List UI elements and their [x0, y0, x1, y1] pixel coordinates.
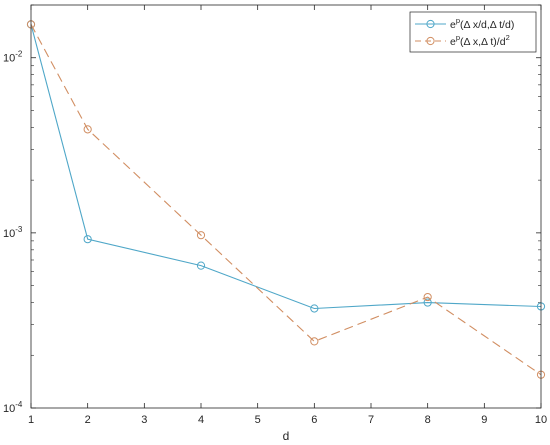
- series-2-point: [196, 231, 206, 240]
- x-tick-label: 4: [198, 414, 204, 426]
- plot-area: [31, 5, 541, 408]
- series-2-point: [423, 292, 432, 302]
- legend-marker-1: [426, 19, 435, 29]
- x-tick-label: 7: [368, 414, 374, 426]
- x-tick-label: 1: [28, 414, 34, 426]
- x-axis-label: d: [283, 429, 290, 443]
- y-tick-label: 10-4: [3, 400, 23, 415]
- y-tick-label: 10-3: [3, 225, 23, 240]
- x-tick-label: 2: [85, 414, 91, 426]
- series-1-point: [83, 235, 92, 244]
- series-1-point: [423, 298, 432, 307]
- plot-frame: [30, 4, 542, 409]
- x-tick-label: 8: [425, 414, 431, 426]
- legend-label-1: ep(Δ x/d,Δ t/d): [450, 16, 514, 31]
- x-tick-label: 5: [255, 414, 261, 426]
- series-2-point: [310, 337, 319, 346]
- legend-marker-2: [426, 36, 435, 46]
- x-tick-label: 6: [311, 414, 317, 426]
- legend-box: [409, 11, 537, 53]
- series-1-point: [310, 304, 319, 313]
- legend: ep(Δ x/d,Δ t/d) ep(Δ x,Δ t)/d2: [409, 11, 537, 53]
- legend-label-2: ep(Δ x,Δ t)/d2: [450, 33, 510, 48]
- series-1-point: [196, 261, 206, 270]
- series-2-line: [30, 24, 542, 376]
- x-tick-label: 9: [481, 414, 487, 426]
- x-tick-label: 10: [535, 414, 547, 426]
- y-tick-label: 10-2: [3, 50, 23, 65]
- series-1-line: [30, 24, 542, 310]
- series-2-point: [83, 125, 92, 134]
- x-tick-label: 3: [141, 414, 147, 426]
